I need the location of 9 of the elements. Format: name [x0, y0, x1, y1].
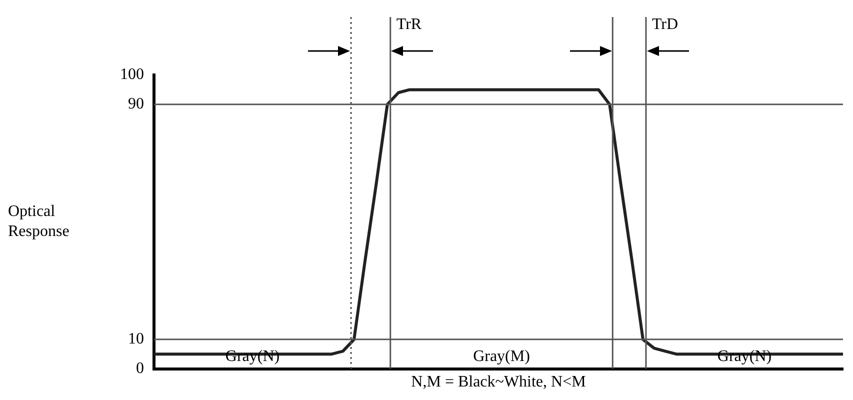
- text: TrD: [652, 16, 678, 34]
- y-tick-label: 90: [128, 96, 144, 113]
- y-tick-label: 100: [120, 66, 144, 84]
- x-axis-title: N,M = Black~White, N<M: [411, 374, 586, 391]
- text: TrR: [396, 16, 422, 34]
- y-tick-label: 10: [128, 330, 144, 348]
- y-tick-label: 0: [136, 360, 144, 378]
- annotation: Gray(M): [473, 348, 530, 366]
- y-axis-title: Optical Response: [8, 202, 70, 242]
